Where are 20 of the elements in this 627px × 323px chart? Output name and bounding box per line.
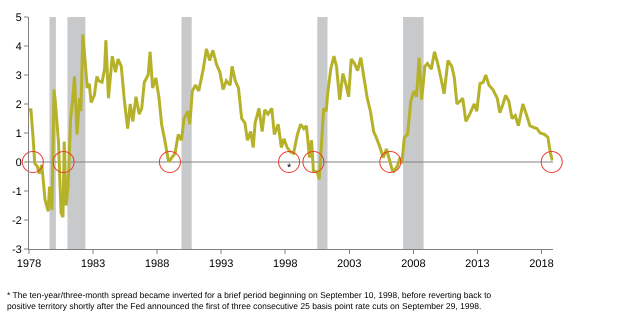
y-tick-label: -1 [12, 186, 22, 198]
x-tick-label: 1983 [80, 258, 106, 270]
x-tick-label: 2018 [529, 258, 554, 270]
x-tick-label: 1998 [272, 258, 298, 270]
y-tick-label: 4 [16, 40, 22, 53]
x-tick-label: 2003 [337, 258, 362, 270]
y-tick-label: 2 [16, 98, 22, 111]
y-tick-label: -2 [12, 214, 22, 227]
x-tick-label: 1988 [144, 258, 170, 270]
x-tick-label: 2008 [401, 258, 426, 270]
text: * The ten-year/three-month spread became inverted for a brief period beginning on September 10, 1998, before reverting back to positive territory shortly after the Fed announced the first of three consecutive 25 basis point rate cuts on September 29, 1998. [7, 290, 492, 312]
x-tick-label: 1993 [208, 258, 234, 270]
y-tick-label: 0 [16, 156, 22, 169]
x-tick-label: 2013 [465, 258, 490, 270]
y-tick-label: 3 [16, 70, 22, 82]
y-tick-label: 5 [16, 12, 22, 24]
y-tick-label: 1 [16, 128, 22, 140]
x-tick-label: 1978 [16, 258, 42, 270]
y-tick-label: -3 [12, 244, 22, 256]
annotation: * [287, 162, 292, 174]
